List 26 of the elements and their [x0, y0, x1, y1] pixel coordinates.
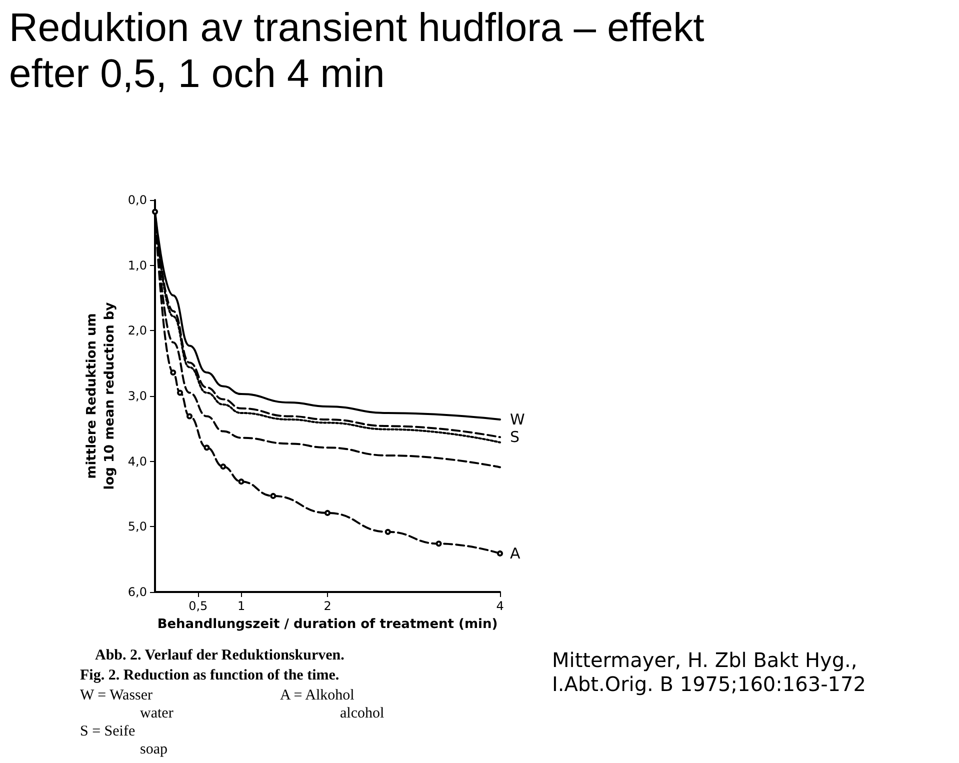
text: water: [140, 706, 174, 722]
series-label: W: [510, 410, 525, 429]
x-tick-label: 1: [237, 599, 246, 613]
text: A = Alkohol: [280, 688, 354, 704]
y-tick-label: 3,0: [128, 389, 147, 403]
x-tick-label: 0,5: [188, 599, 208, 613]
y-tick-label: 5,0: [128, 520, 147, 534]
series-label: A: [510, 544, 521, 562]
y-axis-title: mittlere Reduktion um log 10 mean reduction by: [84, 302, 118, 490]
caption: Abb. 2. Verlauf der Reduktionskurven.: [95, 648, 345, 664]
series-label: S: [510, 428, 520, 446]
y-tick-label: 1,0: [128, 258, 147, 272]
text: soap: [140, 742, 168, 758]
text: S = Seife: [80, 724, 136, 740]
text: alcohol: [340, 706, 384, 722]
y-tick-label: 2,0: [128, 324, 147, 338]
x-tick-label: 2: [324, 599, 332, 613]
x-tick-label: 4: [496, 599, 504, 613]
text: W = Wasser: [80, 688, 153, 704]
text: Mittermayer, H. Zbl Bakt Hyg.,I.Abt.Orig. B 1975;160:163-172: [552, 648, 866, 696]
y-tick-label: 6,0: [128, 585, 147, 599]
x-axis-title: Behandlungszeit / duration of treatment (min): [157, 617, 498, 632]
chart-title: Reduktion av transient hudflora – effekt efter 0,5, 1 och 4 min: [9, 6, 716, 96]
y-tick-label: 0,0: [128, 193, 147, 207]
y-tick-label: 4,0: [128, 454, 147, 468]
caption: Fig. 2. Reduction as function of the time.: [80, 668, 340, 684]
